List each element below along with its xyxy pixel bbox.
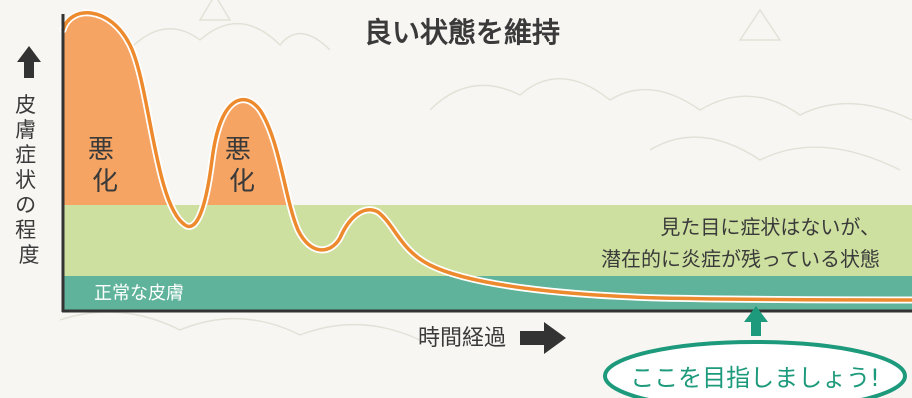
- symptom-curve: [61, 11, 912, 302]
- arrow-right-icon: [520, 322, 566, 354]
- flare-label-1: 悪 化: [88, 135, 122, 197]
- y-axis-label-char: 皮: [15, 93, 36, 117]
- subclinical-zone-label-line2: 潜在的に炎症が残っている状態: [601, 247, 880, 271]
- y-axis-label-char: 膚: [15, 118, 36, 142]
- y-axis-label-char: 状: [15, 168, 36, 192]
- goal-label: ここを目指しましょう!: [630, 364, 880, 392]
- subclinical-zone-label-line1: 見た目に症状はないが、: [660, 215, 880, 239]
- y-axis-label: 皮 膚 症 状 の 程 度: [15, 46, 43, 267]
- subclinical-inflammation-zone: [63, 205, 912, 276]
- arrow-up-icon: [17, 46, 41, 78]
- goal-callout: [603, 340, 907, 398]
- svg-text:皮 膚 症 状: 皮 膚 症 状 の 程 度: [15, 93, 43, 267]
- y-axis-label-char: 程: [15, 218, 36, 242]
- y-axis-label-char: の: [15, 193, 36, 217]
- flare-area-2: [212, 99, 298, 205]
- diagram-title: 良い状態を維持: [364, 16, 560, 49]
- flare-label-2: 悪 化: [225, 135, 259, 197]
- normal-skin-label: 正常な皮膚: [94, 283, 184, 304]
- y-axis-label-char: 度: [19, 243, 40, 267]
- x-axis-label: 時間経過: [418, 326, 506, 351]
- flare-area-1: [63, 12, 212, 205]
- goal-arrow-icon: [744, 306, 768, 336]
- y-axis-label-char: 症: [15, 143, 36, 167]
